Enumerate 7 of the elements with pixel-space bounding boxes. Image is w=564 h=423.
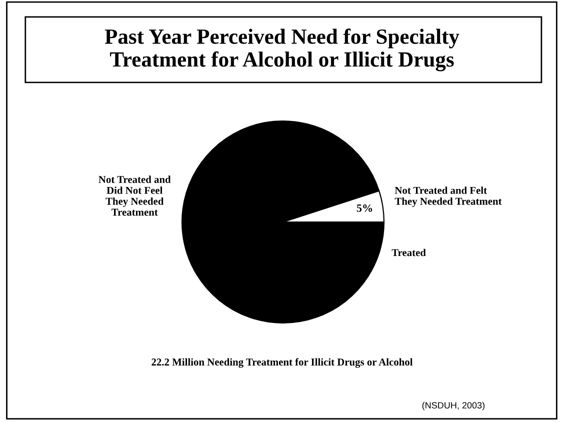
chart-title: Past Year Perceived Need for Specialty Treatment for Alcohol or Illicit Drugs: [104, 28, 460, 72]
slice-label: Not Treated and Did Not Feel They Needed Treatment: [98, 176, 171, 216]
slice-label: Not Treated and Felt They Needed Treatment: [394, 186, 502, 207]
data-label: 5%: [356, 204, 372, 212]
text: 22.2 Million Needing Treatment for Illicit Drugs or Alcohol: [152, 358, 413, 368]
slice-label: Treated: [392, 248, 426, 256]
text: (NSDUH, 2003): [422, 402, 484, 410]
